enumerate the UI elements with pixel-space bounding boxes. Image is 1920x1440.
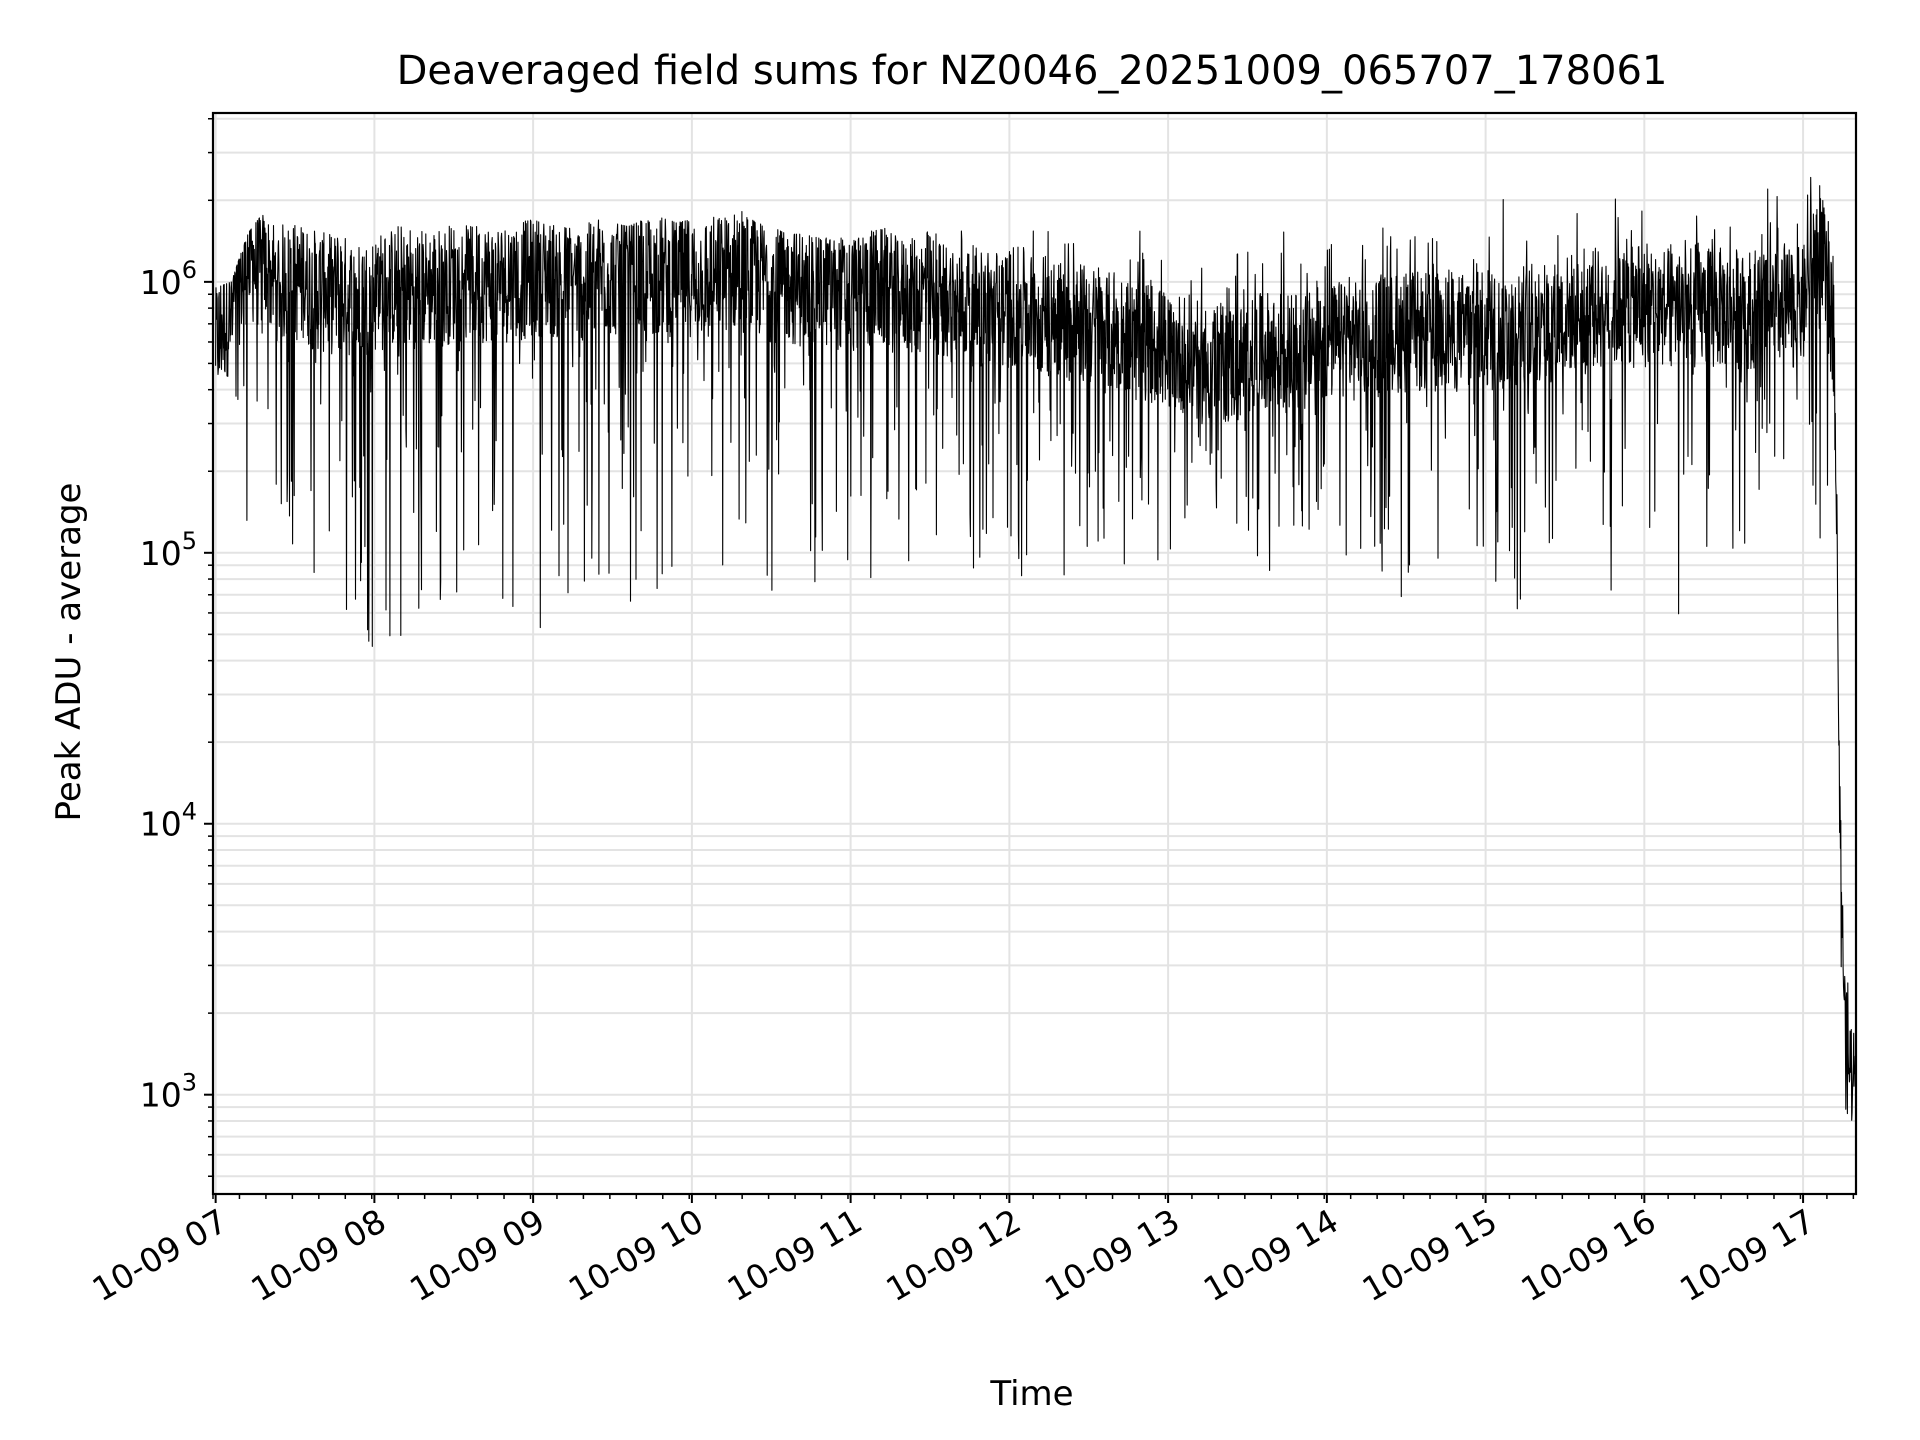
y-tick-label: 104	[140, 798, 197, 844]
x-tick-label: 10-09 10	[562, 1201, 710, 1309]
grid	[213, 113, 1856, 1194]
data-series	[215, 176, 1857, 1121]
x-tick-label: 10-09 16	[1514, 1201, 1662, 1309]
x-tick-label: 10-09 11	[721, 1201, 869, 1309]
x-tick-label: 10-09 07	[86, 1201, 234, 1309]
x-tick-label: 10-09 17	[1673, 1201, 1821, 1309]
x-tick-label: 10-09 08	[244, 1201, 392, 1309]
x-tick-label: 10-09 12	[879, 1201, 1027, 1309]
chart-title: Deaveraged field sums for NZ0046_2025100…	[397, 48, 1668, 94]
x-axis-label: Time	[989, 1374, 1073, 1414]
axis-ticks	[204, 117, 1855, 1203]
series-line	[215, 176, 1857, 1121]
y-axis-label: Peak ADU - average	[49, 483, 89, 822]
x-tick-label: 10-09 14	[1197, 1201, 1345, 1309]
plot-frame	[211, 111, 1858, 1196]
y-tick-label: 106	[140, 256, 197, 302]
x-tick-label: 10-09 15	[1356, 1201, 1504, 1309]
x-tick-label: 10-09 13	[1038, 1201, 1186, 1309]
y-tick-label: 105	[140, 527, 197, 573]
y-tick-label: 103	[140, 1069, 197, 1115]
x-tick-label: 10-09 09	[403, 1201, 551, 1309]
